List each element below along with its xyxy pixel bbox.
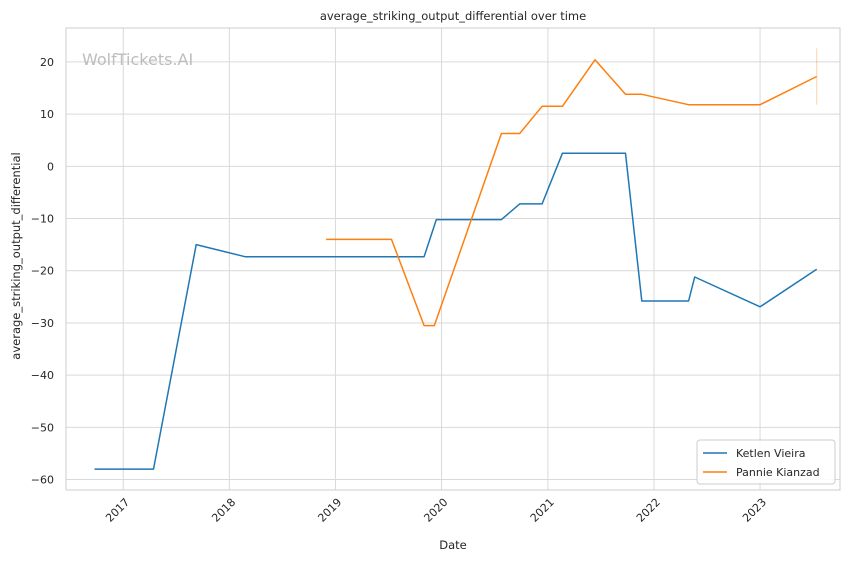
series-line-pannie-kianzad: [326, 59, 818, 327]
legend-label-ketlen-vieira: Ketlen Vieira: [736, 447, 805, 460]
y-tick-label: −30: [31, 317, 54, 330]
y-tick-label: 0: [47, 160, 54, 173]
series-line-ketlen-vieira: [94, 152, 818, 470]
watermark: WolfTickets.AI: [82, 50, 193, 69]
x-tick-label: 2023: [740, 496, 769, 525]
y-tick-label: 20: [40, 56, 54, 69]
x-tick-label: 2019: [315, 496, 344, 525]
x-tick-label: 2021: [528, 496, 557, 525]
chart-title: average_striking_output_differential ove…: [320, 9, 586, 23]
series-layer: [94, 48, 818, 470]
y-tick-label: −10: [31, 213, 54, 226]
y-tick-label: −50: [31, 421, 54, 434]
x-tick-label: 2022: [634, 496, 663, 525]
plot-frame: [65, 27, 841, 491]
y-tick-label: 10: [40, 108, 54, 121]
x-tick-label: 2020: [421, 496, 450, 525]
y-axis-ticks: −60 −50 −40 −30 −20 −10 0 10 20: [31, 56, 54, 487]
y-tick-label: −60: [31, 474, 54, 487]
y-tick-label: −20: [31, 265, 54, 278]
grid: [66, 28, 840, 490]
x-tick-label: 2018: [209, 496, 238, 525]
x-tick-label: 2017: [103, 496, 132, 525]
x-axis-ticks: 2017 2018 2019 2020 2021 2022 2023: [103, 496, 769, 525]
y-tick-label: −40: [31, 369, 54, 382]
legend: Ketlen Vieira Pannie Kianzad: [696, 439, 836, 485]
legend-label-pannie-kianzad: Pannie Kianzad: [736, 466, 820, 479]
x-axis-label: Date: [439, 538, 467, 552]
y-axis-label: average_striking_output_differential: [9, 152, 23, 359]
legend-box: [696, 439, 836, 485]
